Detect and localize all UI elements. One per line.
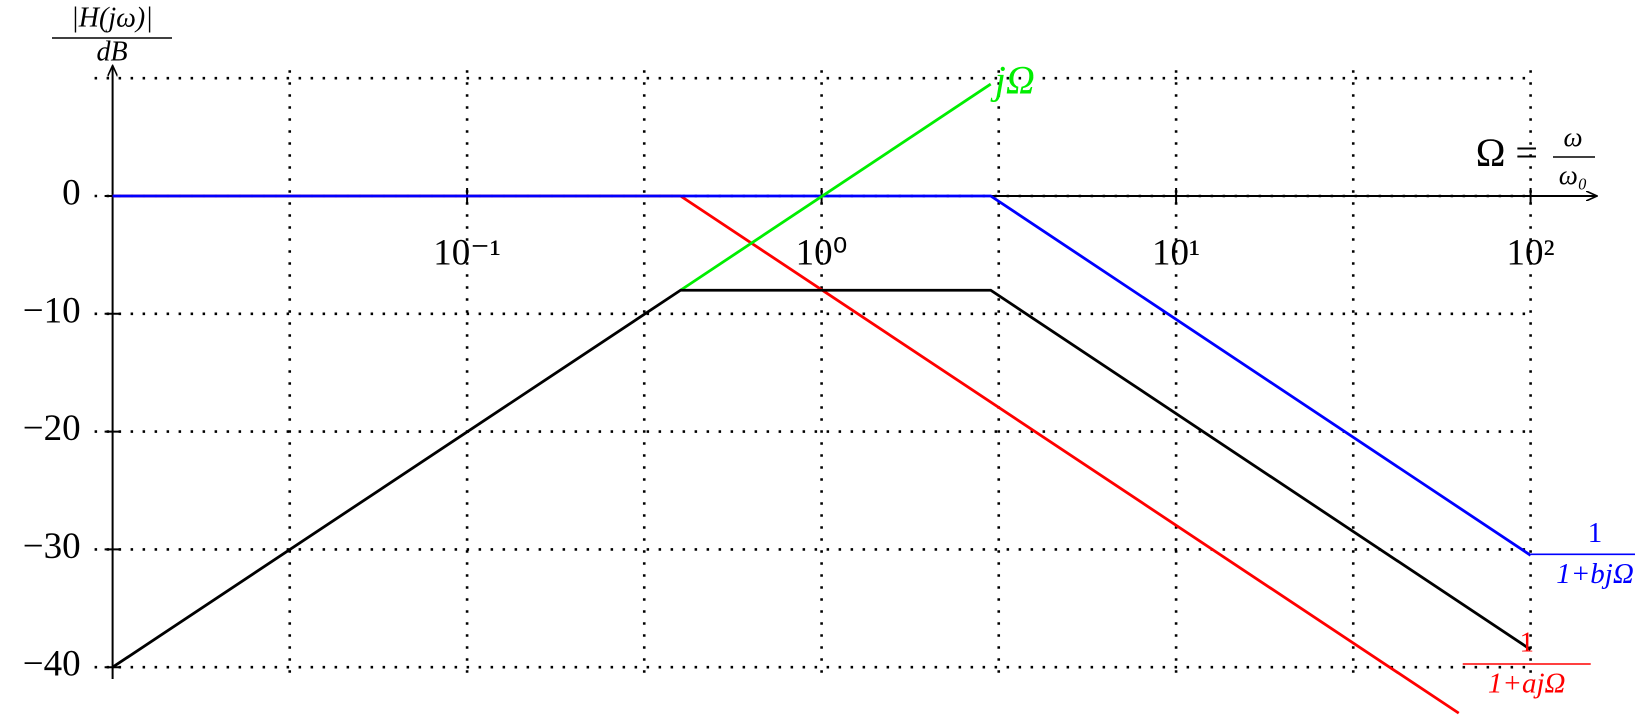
y-tick-label: 0 [62, 172, 81, 213]
x-label-lhs: Ω = [1476, 130, 1538, 175]
x-label-den: ω₀ [1559, 160, 1587, 190]
labels: 0 −10 −20 −30 −40 10⁻¹ 10⁰ 10¹ 10² 1 1+ajΩ 1 1+bjΩ jΩ… [23, 2, 1635, 700]
y-tick-label: −30 [23, 526, 81, 567]
x-tick-label: 10⁻¹ [433, 232, 501, 273]
x-tick-label: 10⁰ [796, 232, 848, 273]
series-line [111, 288, 1532, 669]
y-tick-label: −40 [23, 644, 81, 685]
x-label-num: ω [1563, 122, 1582, 152]
series-label: jΩ [990, 57, 1035, 102]
x-tick-label: 10² [1507, 232, 1555, 273]
lines [111, 82, 1532, 715]
series-label-den: 1+bjΩ [1556, 558, 1634, 590]
series-line [112, 194, 1532, 557]
y-tick-label: −10 [23, 290, 81, 331]
axes [104, 66, 1596, 679]
y-label-den: dB [96, 36, 127, 67]
series-label-num: 1 [1519, 627, 1534, 659]
grid [94, 70, 1532, 679]
series-line [679, 82, 992, 292]
y-label-num: |H(jω)| [71, 2, 153, 33]
series-line [112, 194, 1460, 715]
series-label-den: 1+ajΩ [1488, 668, 1566, 700]
x-tick-label: 10¹ [1152, 232, 1200, 273]
series-label-num: 1 [1588, 517, 1603, 549]
y-tick-label: −20 [23, 408, 81, 449]
